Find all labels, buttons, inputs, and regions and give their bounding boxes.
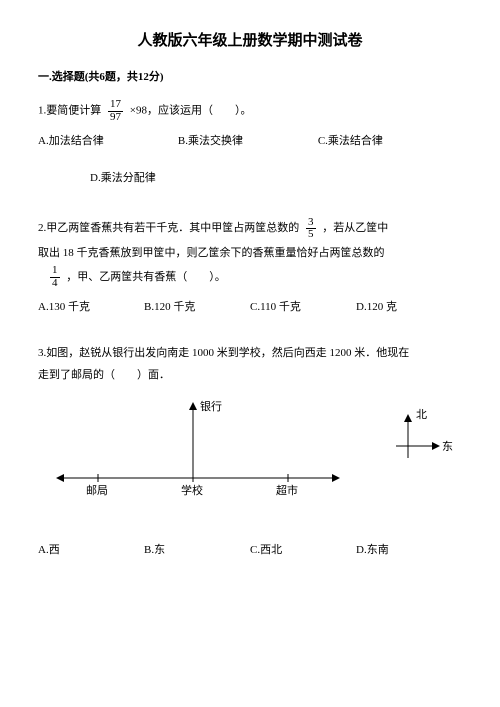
- q1-opt-a: A.加法结合律: [38, 133, 178, 150]
- q3-line2: 走到了邮局的（ ）面．: [38, 369, 170, 381]
- q1-stem-post: ×98，应该运用（ ）。: [130, 105, 252, 117]
- q2-stem: 2.甲乙两筐香蕉共有若干千克．其中甲筐占两筐总数的 3 5 ，若从乙筐中 取出 …: [38, 216, 462, 289]
- q1-options: A.加法结合律 B.乘法交换律 C.乘法结合律 D.乘法分配律: [38, 133, 462, 186]
- question-3: 3.如图，赵锐从银行出发向南走 1000 米到学校，然后向西走 1200 米．他…: [38, 342, 462, 559]
- q1-stem-pre: 1.要简便计算: [38, 105, 101, 117]
- diagram-svg: 银行 邮局 学校 超市 北 东: [38, 396, 458, 526]
- q3-opt-b: B.东: [144, 542, 250, 559]
- q2-fraction-2: 1 4: [50, 265, 60, 289]
- q1-stem: 1.要简便计算 17 97 ×98，应该运用（ ）。: [38, 99, 462, 123]
- q3-opt-d: D.东南: [356, 542, 462, 559]
- q1-opt-c: C.乘法结合律: [318, 133, 462, 150]
- q2-options: A.130 千克 B.120 千克 C.110 千克 D.120 克: [38, 299, 462, 316]
- label-north: 北: [416, 408, 427, 421]
- q2-frac1-den: 5: [306, 229, 316, 241]
- label-school: 学校: [181, 483, 203, 497]
- section-header: 一.选择题(共6题，共12分): [38, 69, 462, 86]
- page-title: 人教版六年级上册数学期中测试卷: [38, 30, 462, 53]
- label-east: 东: [442, 440, 453, 453]
- q3-opt-a: A.西: [38, 542, 144, 559]
- q2-frac2-num: 1: [50, 265, 60, 278]
- q3-opt-c: C.西北: [250, 542, 356, 559]
- q3-diagram: 银行 邮局 学校 超市 北 东: [38, 396, 462, 526]
- q2-frac2-den: 4: [50, 278, 60, 290]
- q1-opt-b: B.乘法交换律: [178, 133, 318, 150]
- q1-opt-d: D.乘法分配律: [38, 170, 462, 187]
- q2-line2: 取出 18 千克香蕉放到甲筐中，则乙筐余下的香蕉重量恰好占两筐总数的: [38, 247, 385, 259]
- label-post: 邮局: [86, 484, 108, 497]
- question-2: 2.甲乙两筐香蕉共有若干千克．其中甲筐占两筐总数的 3 5 ，若从乙筐中 取出 …: [38, 216, 462, 316]
- q2-line1-pre: 2.甲乙两筐香蕉共有若干千克．其中甲筐占两筐总数的: [38, 222, 299, 234]
- q1-frac-num: 17: [108, 99, 123, 112]
- q2-line3-post: ，甲、乙两筐共有香蕉（ ）。: [66, 271, 226, 283]
- q2-opt-c: C.110 千克: [250, 299, 356, 316]
- q2-line1-post: ，若从乙筐中: [322, 222, 388, 234]
- q2-fraction-1: 3 5: [306, 217, 316, 241]
- q1-fraction: 17 97: [108, 99, 123, 123]
- label-bank: 银行: [200, 399, 222, 413]
- label-market: 超市: [276, 483, 298, 497]
- question-1: 1.要简便计算 17 97 ×98，应该运用（ ）。 A.加法结合律 B.乘法交…: [38, 99, 462, 186]
- q3-options: A.西 B.东 C.西北 D.东南: [38, 542, 462, 559]
- q1-frac-den: 97: [108, 112, 123, 124]
- q2-opt-a: A.130 千克: [38, 299, 144, 316]
- q3-line1: 3.如图，赵锐从银行出发向南走 1000 米到学校，然后向西走 1200 米．他…: [38, 347, 409, 359]
- q2-opt-d: D.120 克: [356, 299, 462, 316]
- q2-opt-b: B.120 千克: [144, 299, 250, 316]
- q3-stem: 3.如图，赵锐从银行出发向南走 1000 米到学校，然后向西走 1200 米．他…: [38, 342, 462, 386]
